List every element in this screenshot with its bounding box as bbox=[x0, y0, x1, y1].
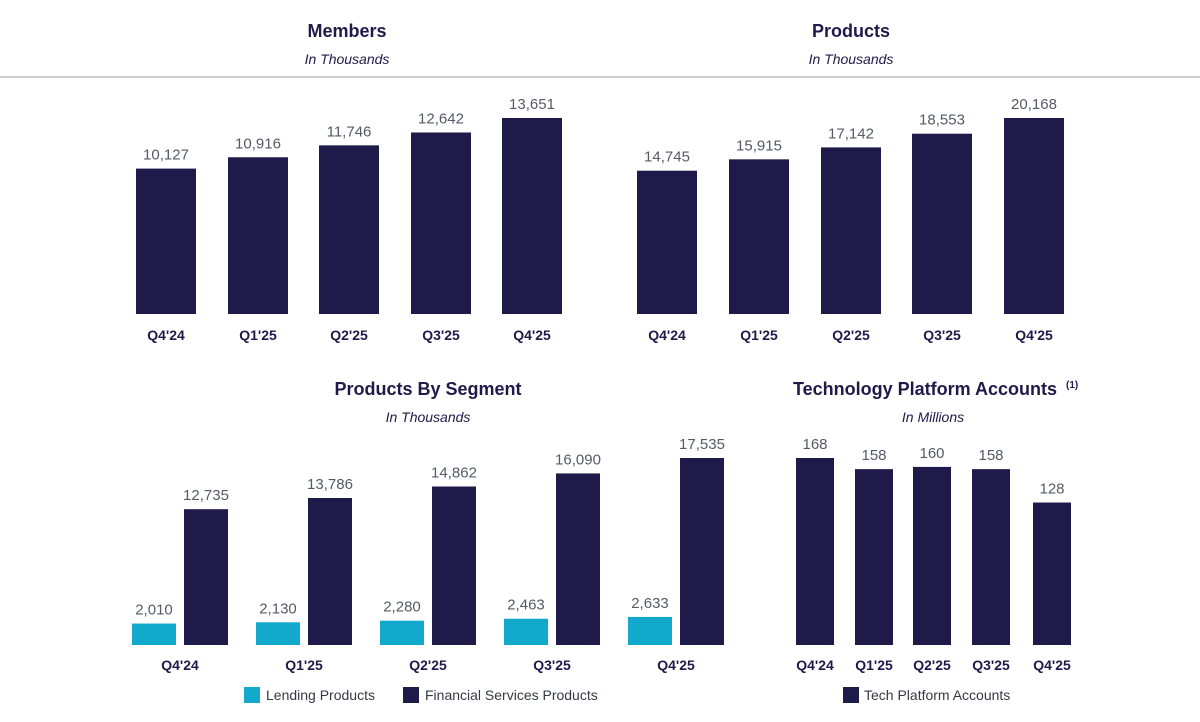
legend-label-financial: Financial Services Products bbox=[425, 687, 598, 703]
segment-value-label-0: 2,010 bbox=[135, 602, 173, 619]
members-category-label-2: Q2'25 bbox=[330, 327, 368, 343]
segment-bar-2 bbox=[380, 620, 424, 645]
products-bar-4 bbox=[1004, 118, 1064, 314]
products-category-label-1: Q1'25 bbox=[740, 327, 778, 343]
segment-bar-s1-2 bbox=[432, 486, 476, 645]
tech-bars: 168 Q4'24 158 Q1'25 160 Q2'25 158 Q3'25 128 Q4'25 bbox=[796, 436, 1071, 673]
tech-value-label-1: 158 bbox=[861, 447, 886, 464]
products-title: Products bbox=[812, 21, 890, 41]
members-category-label-0: Q4'24 bbox=[147, 327, 185, 343]
members-bar-1 bbox=[228, 157, 288, 314]
members-subtitle: In Thousands bbox=[305, 51, 390, 67]
segment-bar-s1-3 bbox=[556, 473, 600, 645]
tech-category-label-2: Q2'25 bbox=[913, 657, 951, 673]
segment-chart: Products By Segment In Thousands 2,010 12… bbox=[132, 379, 725, 703]
tech-bar-1 bbox=[855, 469, 893, 645]
segment-value-label-3: 2,463 bbox=[507, 597, 545, 614]
legend-swatch-tech bbox=[843, 687, 859, 703]
tech-title: Technology Platform Accounts bbox=[793, 379, 1057, 399]
members-chart: Members In Thousands 10,127 Q4'24 10,916 Q1… bbox=[136, 21, 562, 343]
products-value-label-0: 14,745 bbox=[644, 149, 690, 166]
segment-category-label-3: Q3'25 bbox=[533, 657, 571, 673]
segment-value-label-2: 2,280 bbox=[383, 599, 421, 616]
tech-bar-2 bbox=[913, 466, 951, 645]
members-bar-4 bbox=[502, 118, 562, 314]
legend-label-tech: Tech Platform Accounts bbox=[864, 687, 1010, 703]
segment-bar-1 bbox=[256, 622, 300, 645]
legend-swatch-lending bbox=[244, 687, 260, 703]
members-category-label-3: Q3'25 bbox=[422, 327, 460, 343]
products-bar-0 bbox=[637, 170, 697, 314]
tech-category-label-4: Q4'25 bbox=[1033, 657, 1071, 673]
segment-value-label-4: 2,633 bbox=[631, 595, 669, 612]
segment-value-label-s1-0: 12,735 bbox=[183, 487, 229, 504]
legend-swatch-financial bbox=[403, 687, 419, 703]
members-bar-2 bbox=[319, 145, 379, 314]
products-bars: 14,745 Q4'24 15,915 Q1'25 17,142 Q2'25 18,553 Q… bbox=[637, 96, 1064, 343]
products-category-label-2: Q2'25 bbox=[832, 327, 870, 343]
segment-title: Products By Segment bbox=[334, 379, 521, 399]
segment-value-label-s1-1: 13,786 bbox=[307, 476, 353, 493]
segment-bar-3 bbox=[504, 618, 548, 645]
products-subtitle: In Thousands bbox=[809, 51, 894, 67]
members-value-label-4: 13,651 bbox=[509, 96, 555, 113]
products-chart: Products In Thousands 14,745 Q4'24 15,915 Q… bbox=[637, 21, 1064, 343]
members-value-label-3: 12,642 bbox=[418, 110, 464, 127]
segment-value-label-1: 2,130 bbox=[259, 600, 297, 617]
tech-title-superscript: (1) bbox=[1066, 380, 1078, 391]
products-value-label-1: 15,915 bbox=[736, 137, 782, 154]
segment-bar-0 bbox=[132, 623, 176, 645]
tech-value-label-3: 158 bbox=[978, 447, 1003, 464]
tech-subtitle: In Millions bbox=[902, 409, 964, 425]
products-bar-2 bbox=[821, 147, 881, 314]
members-value-label-0: 10,127 bbox=[143, 147, 189, 164]
members-bar-3 bbox=[411, 132, 471, 314]
segment-bar-s1-1 bbox=[308, 497, 352, 645]
segment-bar-4 bbox=[628, 616, 672, 645]
products-bar-3 bbox=[912, 133, 972, 314]
products-category-label-3: Q3'25 bbox=[923, 327, 961, 343]
legend-label-lending: Lending Products bbox=[266, 687, 375, 703]
members-bars: 10,127 Q4'24 10,916 Q1'25 11,746 Q2'25 12,642 Q… bbox=[136, 96, 562, 343]
tech-value-label-0: 168 bbox=[802, 436, 827, 453]
members-value-label-2: 11,746 bbox=[327, 123, 372, 140]
products-category-label-0: Q4'24 bbox=[648, 327, 686, 343]
tech-legend: Tech Platform Accounts bbox=[843, 687, 1010, 703]
segment-value-label-s1-2: 14,862 bbox=[431, 465, 477, 482]
members-category-label-4: Q4'25 bbox=[513, 327, 551, 343]
members-value-label-1: 10,916 bbox=[235, 135, 281, 152]
segment-category-label-0: Q4'24 bbox=[161, 657, 199, 673]
tech-value-label-4: 128 bbox=[1039, 481, 1064, 498]
tech-chart: Technology Platform Accounts (1) In Mill… bbox=[793, 379, 1078, 703]
members-bar-0 bbox=[136, 168, 196, 314]
segment-category-label-2: Q2'25 bbox=[409, 657, 447, 673]
segment-legend: Lending Products Financial Services Prod… bbox=[244, 687, 598, 703]
segment-value-label-s1-3: 16,090 bbox=[555, 451, 601, 468]
tech-bar-4 bbox=[1033, 502, 1071, 645]
segment-bars: 2,010 12,735 Q4'24 2,130 13,786 Q1'25 2,280 14,… bbox=[132, 436, 725, 673]
products-category-label-4: Q4'25 bbox=[1015, 327, 1053, 343]
products-value-label-4: 20,168 bbox=[1011, 96, 1057, 113]
segment-category-label-1: Q1'25 bbox=[285, 657, 323, 673]
tech-category-label-0: Q4'24 bbox=[796, 657, 834, 673]
segment-bar-s1-0 bbox=[184, 509, 228, 645]
tech-category-label-1: Q1'25 bbox=[855, 657, 893, 673]
tech-bar-0 bbox=[796, 458, 834, 645]
tech-bar-3 bbox=[972, 469, 1010, 645]
segment-category-label-4: Q4'25 bbox=[657, 657, 695, 673]
products-value-label-3: 18,553 bbox=[919, 112, 965, 129]
products-bar-1 bbox=[729, 159, 789, 314]
segment-value-label-s1-4: 17,535 bbox=[679, 436, 725, 453]
tech-value-label-2: 160 bbox=[919, 445, 944, 462]
members-category-label-1: Q1'25 bbox=[239, 327, 277, 343]
tech-category-label-3: Q3'25 bbox=[972, 657, 1010, 673]
members-title: Members bbox=[307, 21, 386, 41]
segment-bar-s1-4 bbox=[680, 458, 724, 645]
segment-subtitle: In Thousands bbox=[386, 409, 471, 425]
products-value-label-2: 17,142 bbox=[828, 125, 874, 142]
